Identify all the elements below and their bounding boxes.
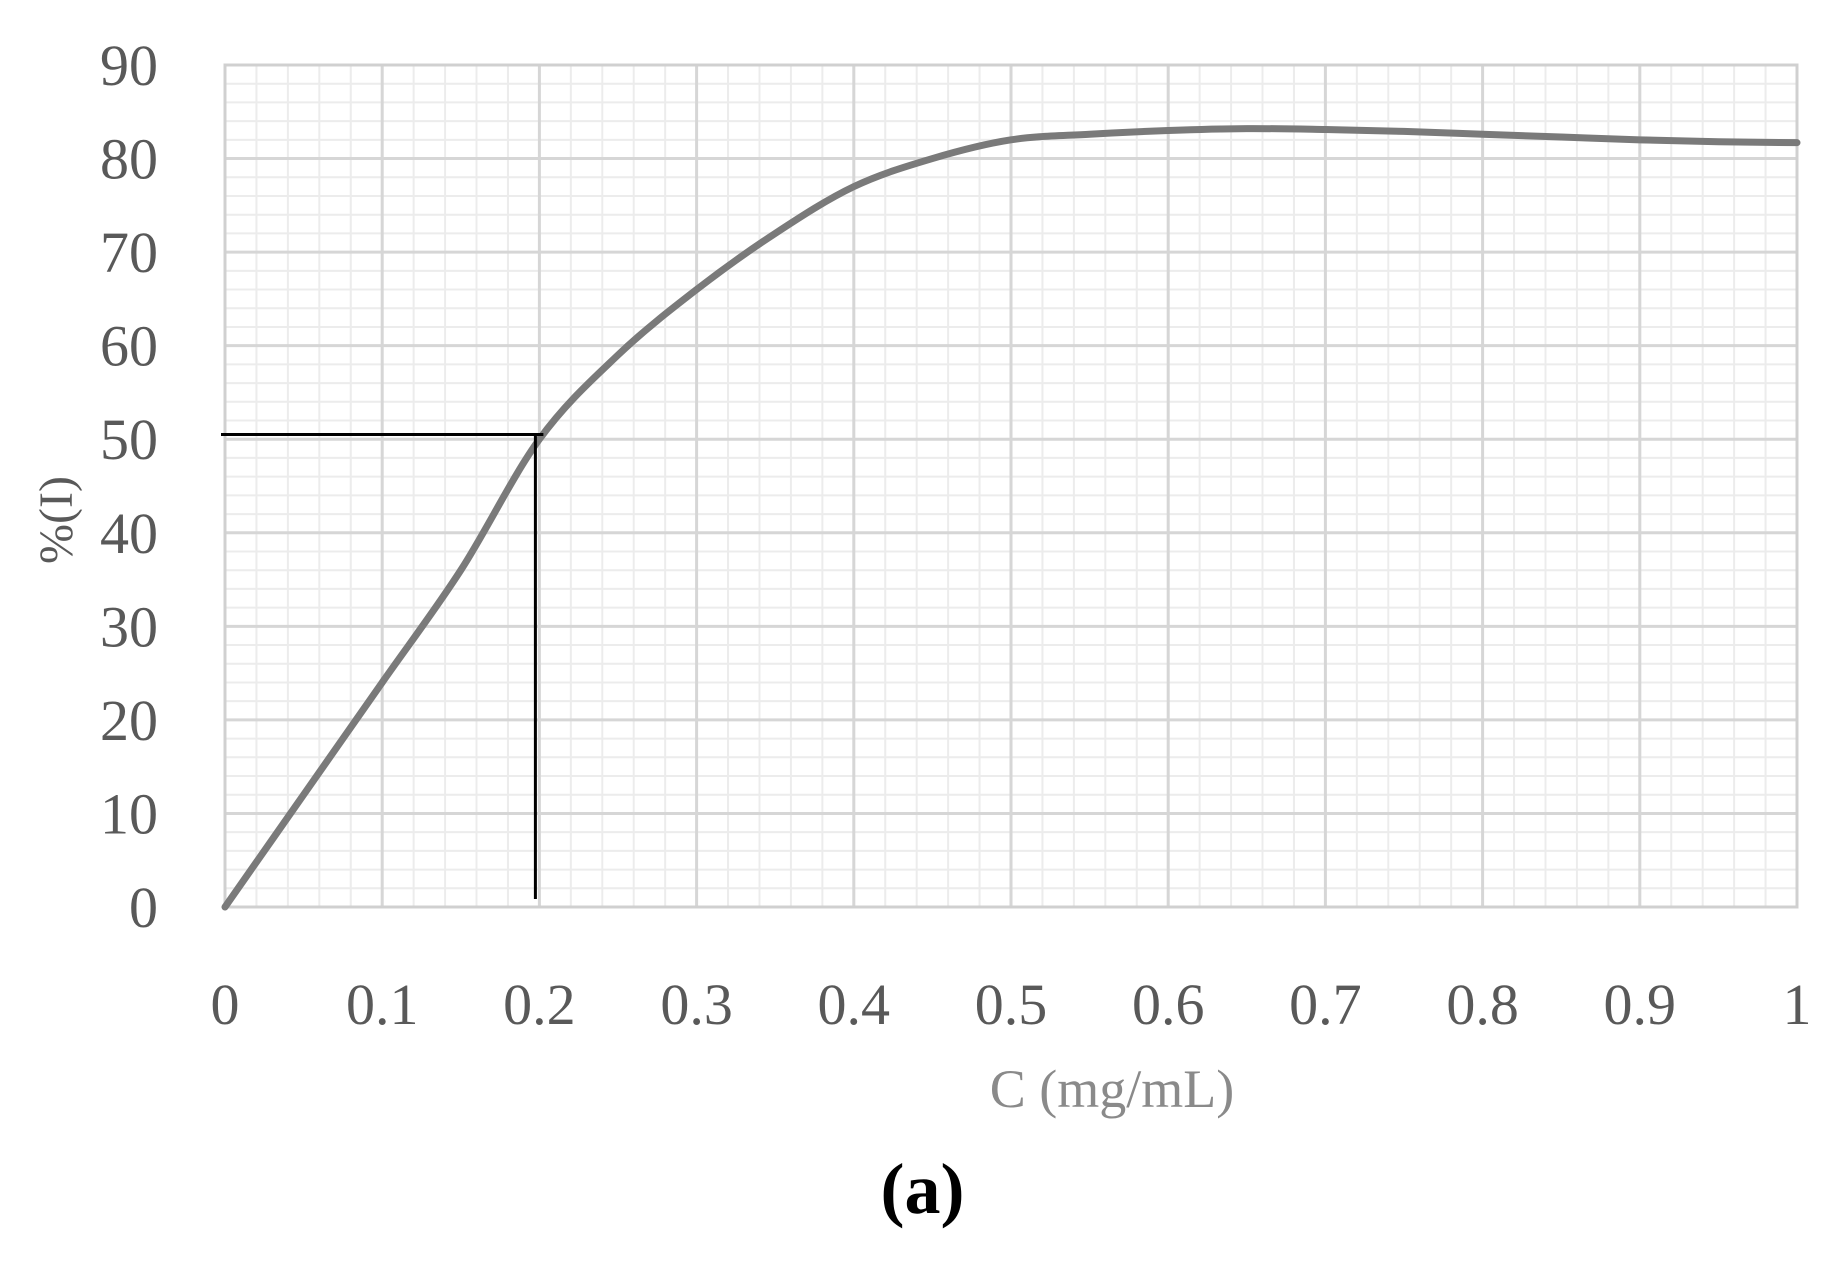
x-tick-label: 0.8 [1446, 972, 1519, 1037]
panel-label: (a) [0, 1148, 1845, 1231]
y-tick-label: 40 [100, 501, 158, 566]
y-axis-title: %(I) [30, 476, 83, 564]
x-tick-label: 0.1 [346, 972, 419, 1037]
x-axis-title: C (mg/mL) [990, 1059, 1234, 1119]
x-tick-label: 0.9 [1604, 972, 1677, 1037]
y-tick-label: 90 [100, 33, 158, 98]
y-tick-label: 20 [100, 688, 158, 753]
major-grid [223, 63, 1799, 909]
y-tick-label: 80 [100, 127, 158, 192]
y-tick-label: 50 [100, 407, 158, 472]
x-axis-ticks: 0 0.1 0.2 0.3 0.4 0.5 0.6 0.7 0.8 0.9 1 [211, 972, 1812, 1037]
y-tick-label: 0 [129, 875, 158, 940]
x-tick-label: 0 [211, 972, 240, 1037]
y-tick-label: 60 [100, 314, 158, 379]
y-tick-label: 30 [100, 594, 158, 659]
x-tick-label: 0.6 [1132, 972, 1205, 1037]
x-tick-label: 0.3 [660, 972, 733, 1037]
x-tick-label: 0.5 [975, 972, 1048, 1037]
x-tick-label: 0.2 [503, 972, 576, 1037]
y-tick-label: 70 [100, 220, 158, 285]
panel-label-text: (a) [880, 1149, 965, 1229]
series-line [221, 125, 1801, 911]
x-tick-label: 0.7 [1289, 972, 1362, 1037]
x-tick-label: 1 [1783, 972, 1812, 1037]
plot-border [223, 63, 1799, 909]
annotation-ic50-lines [221, 433, 544, 899]
x-tick-label: 0.4 [818, 972, 891, 1037]
y-axis-ticks: 0 10 20 30 40 50 60 70 80 90 [100, 33, 158, 940]
y-tick-label: 10 [100, 781, 158, 846]
